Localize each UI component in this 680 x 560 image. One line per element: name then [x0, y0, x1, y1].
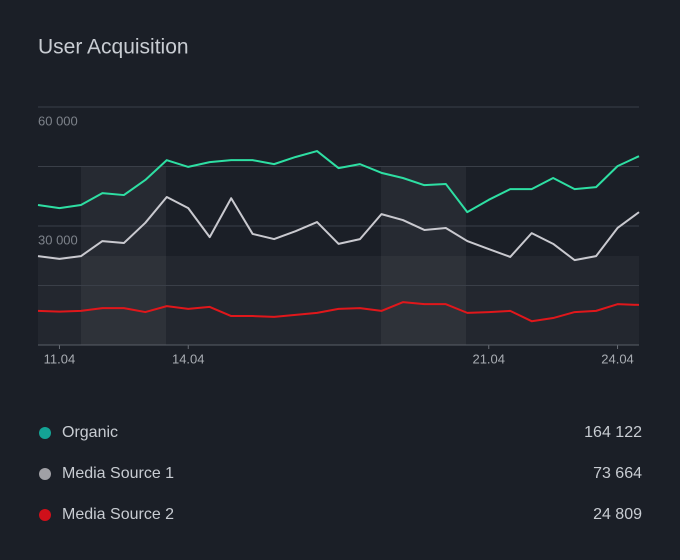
- legend-marker: [39, 468, 51, 480]
- shade: [38, 256, 639, 345]
- series-line: [37, 196, 640, 262]
- x-tick-label: 21.04: [472, 351, 505, 366]
- legend-label: Organic: [62, 424, 118, 441]
- x-tick-label: 11.04: [44, 351, 76, 366]
- weekend-shade: [81, 167, 166, 345]
- legend-label: Media Source 1: [62, 465, 174, 482]
- y-tick-label: 60 000: [38, 113, 78, 128]
- legend-marker: [39, 427, 51, 439]
- chart-title: User Acquisition: [38, 36, 189, 59]
- series-line: [37, 301, 640, 323]
- legend-label: Media Source 2: [62, 506, 174, 523]
- weekend-shade: [381, 167, 466, 345]
- legend-marker: [39, 509, 51, 521]
- x-tick-label: 24.04: [601, 351, 634, 366]
- legend-total: 73 664: [593, 465, 642, 482]
- legend-total: 164 122: [584, 424, 642, 441]
- x-tick-label: 14.04: [172, 351, 205, 366]
- legend-total: 24 809: [593, 506, 642, 523]
- series-line: [37, 150, 640, 214]
- y-tick-label: 30 000: [38, 232, 78, 247]
